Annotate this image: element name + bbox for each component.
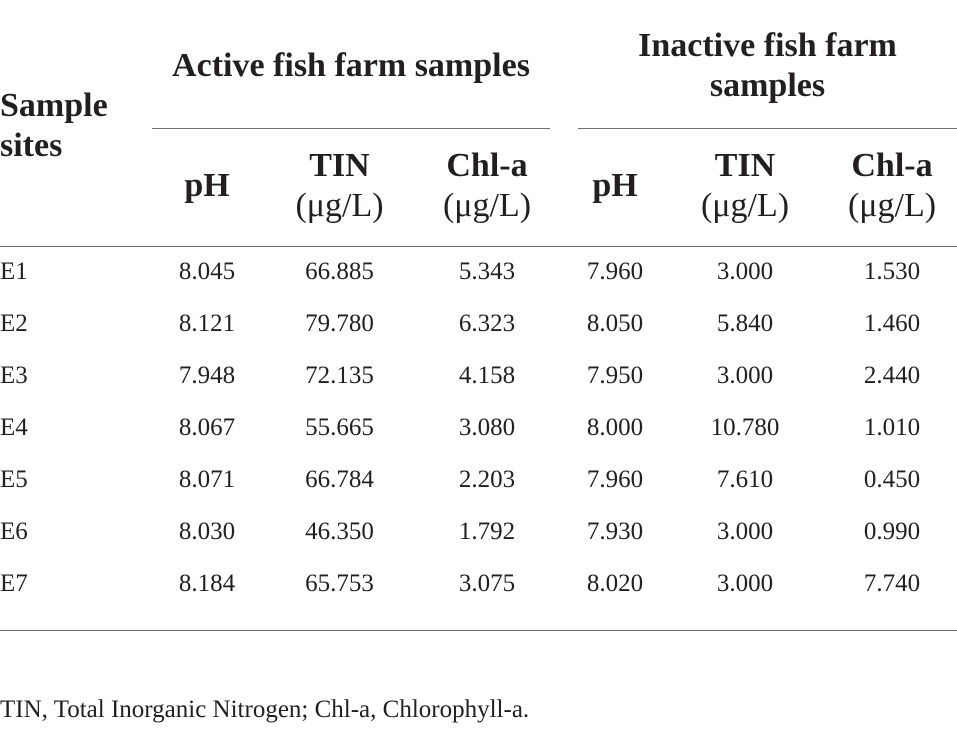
cell-inactive-chla: 1.530 xyxy=(863,258,921,285)
row-site-e3: E3 xyxy=(0,362,28,389)
cell-active-chla: 2.203 xyxy=(458,466,516,493)
row-site-e2: E2 xyxy=(0,310,28,337)
cell-active-tin: 72.135 xyxy=(305,362,374,389)
cell-inactive-chla: 0.450 xyxy=(863,466,921,493)
cell-inactive-tin: 3.000 xyxy=(716,258,774,285)
cell-active-ph: 7.948 xyxy=(178,362,236,389)
cell-active-chla: 4.158 xyxy=(458,362,516,389)
cell-active-ph: 8.030 xyxy=(178,518,236,545)
row-site-e7: E7 xyxy=(0,570,28,597)
inactive-group-line1: Inactive fish farm xyxy=(638,27,897,64)
cell-active-chla: 3.080 xyxy=(458,414,516,441)
sample-sites-header: Sample sites xyxy=(0,86,108,166)
col-header-label: pH xyxy=(184,167,230,204)
cell-inactive-ph: 7.960 xyxy=(586,258,644,285)
cell-inactive-ph: 8.000 xyxy=(586,414,644,441)
col-header-unit: (μg/L) xyxy=(295,187,384,224)
sample-sites-line1: Sample xyxy=(0,87,108,124)
row-site-e4: E4 xyxy=(0,414,28,441)
cell-inactive-tin: 3.000 xyxy=(716,570,774,597)
cell-active-tin: 46.350 xyxy=(305,518,374,545)
cell-active-tin: 66.885 xyxy=(305,258,374,285)
cell-inactive-ph: 7.950 xyxy=(586,362,644,389)
cell-active-tin: 65.753 xyxy=(305,570,374,597)
row-site-e6: E6 xyxy=(0,518,28,545)
header-rule xyxy=(0,246,957,247)
col-header-label: Chl-a xyxy=(446,147,528,184)
cell-inactive-chla: 1.460 xyxy=(863,310,921,337)
col-header-active-tin: TIN (μg/L) xyxy=(262,146,417,226)
cell-active-ph: 8.067 xyxy=(178,414,236,441)
col-header-active-ph: pH xyxy=(152,166,262,206)
col-header-unit: (μg/L) xyxy=(700,187,790,224)
active-group-rule xyxy=(152,128,550,129)
table-footnote: TIN, Total Inorganic Nitrogen; Chl-a, Ch… xyxy=(0,696,530,723)
cell-active-chla: 5.343 xyxy=(458,258,516,285)
cell-active-tin: 55.665 xyxy=(305,414,374,441)
cell-inactive-chla: 2.440 xyxy=(863,362,921,389)
col-header-inactive-ph: pH xyxy=(560,166,670,206)
col-header-label: TIN xyxy=(714,147,776,184)
row-site-e1: E1 xyxy=(0,258,28,285)
cell-active-ph: 8.184 xyxy=(178,570,236,597)
inactive-group-rule xyxy=(578,128,957,129)
cell-active-chla: 6.323 xyxy=(458,310,516,337)
col-header-active-chla: Chl-a (μg/L) xyxy=(417,146,557,226)
cell-inactive-tin: 3.000 xyxy=(716,362,774,389)
cell-inactive-ph: 7.930 xyxy=(586,518,644,545)
col-header-label: TIN xyxy=(309,147,370,184)
inactive-group-header: Inactive fish farm samples xyxy=(578,26,957,106)
cell-inactive-ph: 8.020 xyxy=(586,570,644,597)
cell-inactive-chla: 1.010 xyxy=(863,414,921,441)
row-site-e5: E5 xyxy=(0,466,28,493)
col-header-unit: (μg/L) xyxy=(442,187,532,224)
cell-inactive-tin: 3.000 xyxy=(716,518,774,545)
col-header-label: pH xyxy=(592,167,638,204)
cell-active-chla: 3.075 xyxy=(458,570,516,597)
sample-sites-line2: sites xyxy=(0,127,63,164)
cell-inactive-tin: 5.840 xyxy=(716,310,774,337)
active-group-header: Active fish farm samples xyxy=(172,47,530,84)
col-header-unit: (μg/L) xyxy=(847,187,937,224)
table-bottom-rule xyxy=(0,630,957,631)
cell-active-ph: 8.045 xyxy=(178,258,236,285)
cell-inactive-chla: 7.740 xyxy=(863,570,921,597)
inactive-group-line2: samples xyxy=(709,67,826,104)
cell-inactive-tin: 10.780 xyxy=(710,414,780,441)
cell-inactive-tin: 7.610 xyxy=(716,466,774,493)
cell-active-chla: 1.792 xyxy=(458,518,516,545)
cell-active-ph: 8.121 xyxy=(178,310,236,337)
cell-inactive-ph: 7.960 xyxy=(586,466,644,493)
cell-active-ph: 8.071 xyxy=(178,466,236,493)
cell-active-tin: 79.780 xyxy=(305,310,374,337)
col-header-inactive-tin: TIN (μg/L) xyxy=(670,146,820,226)
cell-active-tin: 66.784 xyxy=(305,466,374,493)
col-header-inactive-chla: Chl-a (μg/L) xyxy=(827,146,957,226)
col-header-label: Chl-a xyxy=(851,147,933,184)
cell-inactive-ph: 8.050 xyxy=(586,310,644,337)
cell-inactive-chla: 0.990 xyxy=(863,518,921,545)
